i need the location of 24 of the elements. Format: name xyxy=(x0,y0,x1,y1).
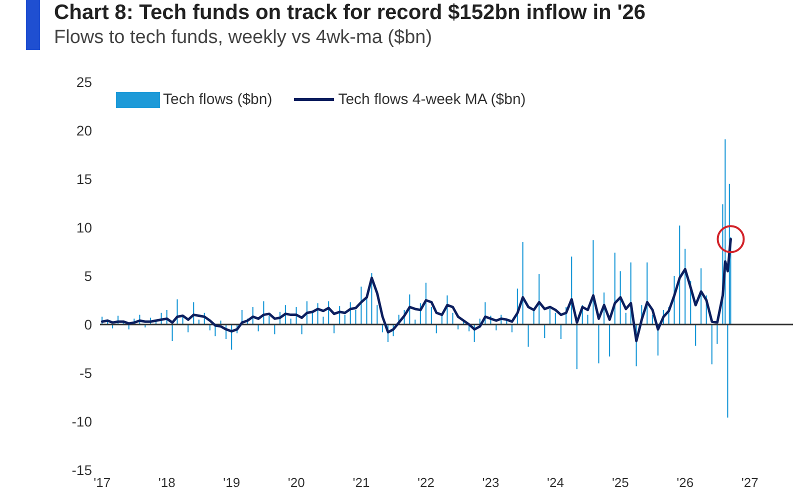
x-tick-label: '22 xyxy=(418,475,434,490)
y-tick-label: -10 xyxy=(72,413,92,430)
x-tick-label: '25 xyxy=(612,475,629,490)
y-tick-label: 15 xyxy=(76,170,92,187)
x-tick-label: '20 xyxy=(288,475,305,490)
x-tick-label: '21 xyxy=(352,475,370,490)
y-tick-label: 25 xyxy=(76,74,92,90)
x-tick-label: '17 xyxy=(94,475,111,490)
y-tick-label: -15 xyxy=(72,462,92,478)
chart-title: Chart 8: Tech funds on track for record $152bn inflow in '26 xyxy=(54,1,646,25)
x-tick-label: '27 xyxy=(741,475,758,490)
x-tick-label: '18 xyxy=(158,475,176,490)
y-tick-label: 20 xyxy=(76,122,92,138)
y-tick-label: 0 xyxy=(84,316,92,332)
y-tick-label: 10 xyxy=(76,219,92,236)
y-tick-label: -5 xyxy=(80,364,92,381)
y-tick-label: 5 xyxy=(84,268,92,284)
legend-label: Tech flows 4-week MA ($bn) xyxy=(338,91,526,108)
x-tick-label: '23 xyxy=(482,475,500,490)
x-tick-label: '19 xyxy=(223,475,240,490)
legend-label: Tech flows ($bn) xyxy=(163,91,272,108)
x-tick-label: '24 xyxy=(547,475,564,490)
chart-subtitle: Flows to tech funds, weekly vs 4wk-ma ($bn) xyxy=(54,27,432,49)
x-tick-label: '26 xyxy=(676,475,694,490)
